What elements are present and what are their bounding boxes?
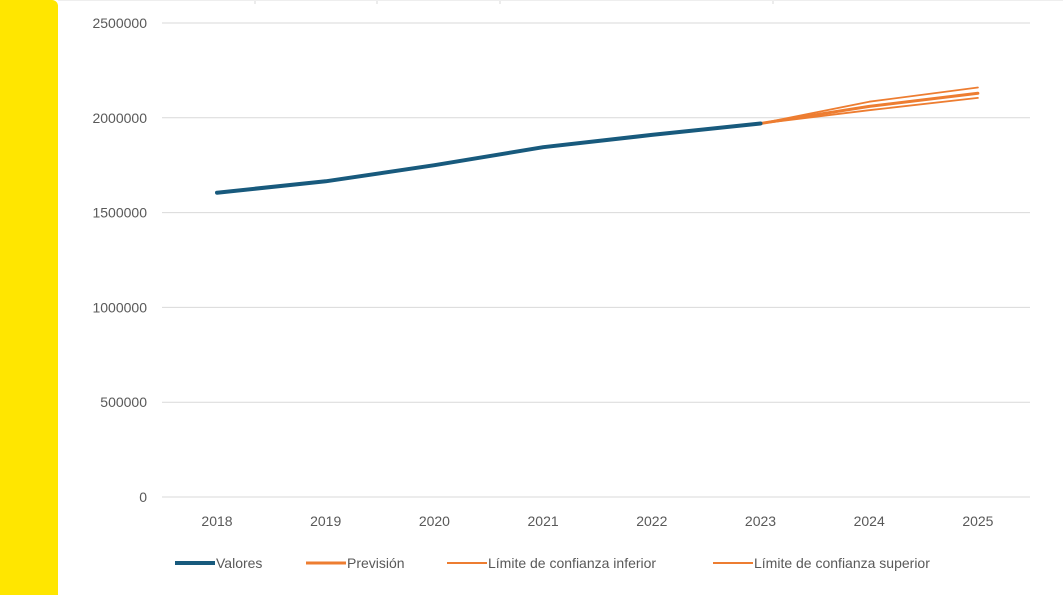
x-tick-label: 2021 (528, 513, 559, 529)
series-line-1 (759, 91, 980, 125)
legend: Valores Previsión Límite de confianza infe… (175, 555, 930, 571)
series-line-3 (759, 86, 979, 125)
top-edge-ticks (58, 0, 1063, 4)
legend-label-2: Límite de confianza inferior (488, 555, 656, 571)
x-axis-labels: 2018 2019 2020 2021 2022 2023 2024 2025 (201, 513, 993, 529)
legend-label-3: Límite de confianza superior (754, 555, 930, 571)
y-tick-label: 0 (139, 489, 147, 505)
y-axis-labels: 0 500000 1000000 1500000 2000000 2500000 (92, 15, 147, 505)
x-tick-label: 2023 (745, 513, 776, 529)
y-tick-label: 1000000 (92, 299, 147, 315)
y-tick-label: 2500000 (92, 15, 147, 31)
x-tick-label: 2018 (201, 513, 232, 529)
x-tick-label: 2020 (419, 513, 450, 529)
y-tick-label: 2000000 (92, 110, 147, 126)
series-line-0 (215, 121, 763, 195)
series-lines (215, 86, 980, 195)
legend-label-0: Valores (216, 555, 262, 571)
x-tick-label: 2022 (636, 513, 667, 529)
gridlines (162, 22, 1030, 498)
x-tick-label: 2019 (310, 513, 341, 529)
x-tick-label: 2024 (854, 513, 885, 529)
x-tick-label: 2025 (962, 513, 993, 529)
legend-label-1: Previsión (347, 555, 405, 571)
yellow-side-bar (0, 0, 58, 595)
y-tick-label: 1500000 (92, 205, 147, 221)
y-tick-label: 500000 (100, 394, 147, 410)
